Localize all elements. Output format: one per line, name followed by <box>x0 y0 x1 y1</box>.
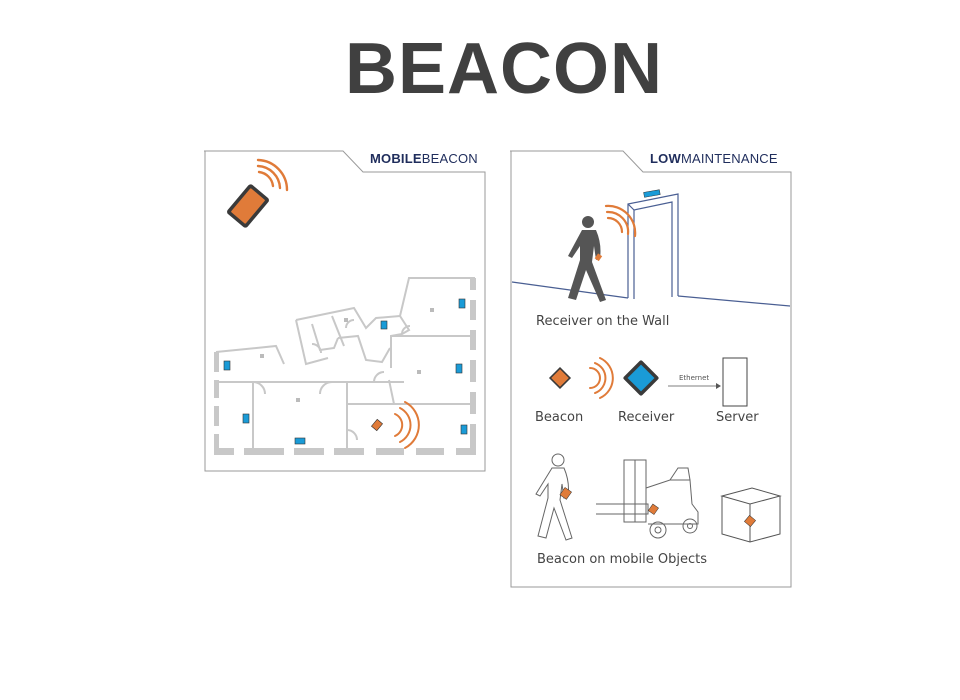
tab-bold-text: LOW <box>650 151 681 166</box>
mobile-tablet-icon <box>227 184 269 228</box>
receiver-on-wall-label: Receiver on the Wall <box>536 314 670 329</box>
ethernet-label: Ethernet <box>679 374 710 382</box>
beacon-label: Beacon <box>535 410 584 425</box>
server-icon <box>722 357 748 407</box>
receiver-marker <box>455 363 463 374</box>
signal-waves-icon <box>256 158 289 192</box>
floorplan-receivers <box>223 298 468 449</box>
tab-light-text: BEACON <box>421 151 478 166</box>
receiver-marker <box>460 424 468 435</box>
floorplan <box>214 277 476 455</box>
receiver-marker <box>458 298 466 309</box>
tab-bold-text: MOBILE <box>370 151 422 166</box>
low-maintenance-tab: LOWMAINTENANCE <box>650 151 778 166</box>
floorplan-beacon-marker <box>371 418 383 432</box>
receiver-icon <box>623 360 659 396</box>
low-maintenance-panel: LOWMAINTENANCE Receiver on the Wall <box>510 150 792 588</box>
low-maintenance-panel-frame <box>510 150 792 588</box>
beacon-receiver-server-diagram <box>548 357 748 407</box>
mobile-beacon-panel-frame <box>204 150 486 472</box>
mobile-beacon-tab: MOBILEBEACON <box>370 151 478 166</box>
receiver-marker <box>223 360 231 371</box>
box-icon <box>720 487 782 543</box>
receiver-marker <box>380 320 388 330</box>
forklift-icon <box>596 459 699 539</box>
page-title: BEACON <box>344 29 663 109</box>
walking-person-icon <box>568 204 637 302</box>
mobile-objects-illustration <box>535 453 782 543</box>
beacon-icon <box>548 366 572 390</box>
receiver-marker <box>242 413 250 424</box>
tab-light-text: MAINTENANCE <box>680 151 778 166</box>
wall-scene <box>511 189 791 307</box>
signal-waves-icon <box>589 357 614 399</box>
receiver-marker <box>294 437 306 445</box>
server-label: Server <box>716 410 759 425</box>
receiver-label: Receiver <box>618 410 675 425</box>
mobile-beacon-panel: MOBILEBEACON <box>204 150 486 472</box>
wall-receiver-marker <box>643 189 661 198</box>
mobile-objects-label: Beacon on mobile Objects <box>537 552 708 567</box>
